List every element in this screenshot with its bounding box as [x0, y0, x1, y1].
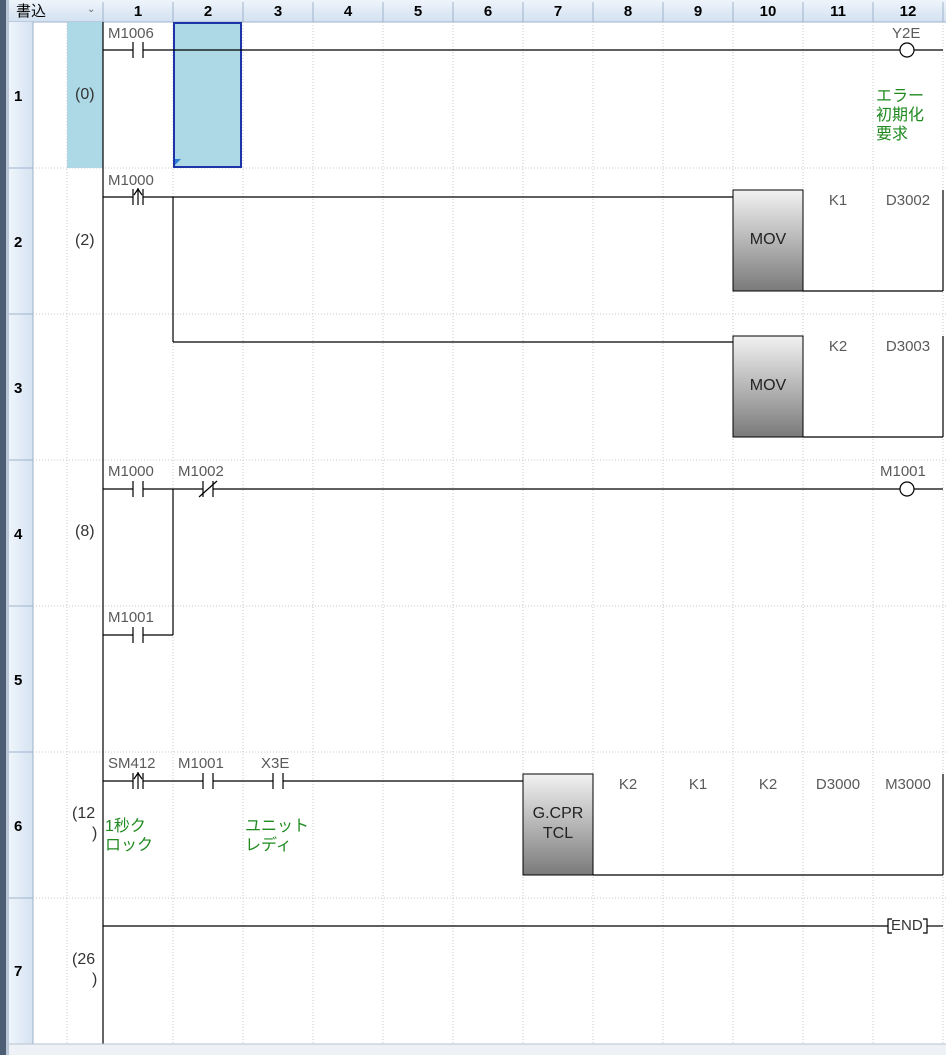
contact-x3e[interactable]: [263, 771, 295, 791]
contact-device-label: M1006: [108, 25, 154, 42]
operand-k2: K2: [758, 776, 778, 793]
contact-device-label: M1000: [108, 463, 154, 480]
row-number-3[interactable]: 3: [14, 380, 23, 397]
row-number-5[interactable]: 5: [14, 672, 23, 689]
chevron-down-icon[interactable]: ⌄: [87, 4, 96, 15]
operand-k1: K1: [688, 776, 708, 793]
row-number-4[interactable]: 4: [14, 526, 23, 543]
instruction-gcprtcl-line2[interactable]: TCL: [542, 825, 574, 842]
step-number-suffix: ): [92, 825, 98, 842]
coil-y2e[interactable]: [898, 41, 916, 59]
operand-k1: K1: [828, 192, 848, 209]
coil-comment: エラー 初期化 要求: [876, 88, 925, 143]
column-header-11: 11: [830, 3, 846, 20]
row-number-6[interactable]: 6: [14, 818, 23, 835]
contact-m1000[interactable]: [123, 479, 155, 499]
row-header-column: [9, 22, 33, 1044]
mov-box-2: [732, 335, 804, 438]
contact-m1000-rising[interactable]: [123, 187, 155, 207]
operand-d3000: D3000: [815, 776, 861, 793]
step-number: (12: [72, 805, 96, 822]
column-header-dividers: [102, 2, 944, 22]
column-header-3: 3: [273, 3, 283, 20]
ladder-wiring: [103, 42, 944, 927]
step-number: (8): [75, 523, 95, 540]
grid-lines: [33, 22, 946, 1044]
end-instruction[interactable]: END: [891, 917, 923, 934]
step-number: (0): [75, 86, 95, 103]
operand-k2: K2: [828, 338, 848, 355]
column-header-8: 8: [623, 3, 633, 20]
step-number: (26: [72, 951, 96, 968]
coil-m1001[interactable]: [898, 480, 916, 498]
contact-m1001[interactable]: [193, 771, 225, 791]
row-number-1[interactable]: 1: [14, 88, 23, 105]
column-header-1: 1: [133, 3, 143, 20]
contact-sm412-rising[interactable]: [123, 771, 155, 791]
contact-m1002-nc[interactable]: [193, 479, 225, 499]
operand-d3002: D3002: [885, 192, 931, 209]
operand-d3003: D3003: [885, 338, 931, 355]
contact-m1006[interactable]: [123, 40, 155, 60]
contact-device-label: M1001: [178, 755, 224, 772]
contact-device-label: M1002: [178, 463, 224, 480]
horizontal-scrollbar: [9, 1044, 946, 1055]
gcprtcl-box: [522, 773, 594, 876]
column-header-7: 7: [553, 3, 563, 20]
coil-device-label: Y2E: [892, 25, 921, 42]
step-number-suffix: ): [92, 971, 98, 988]
operand-m3000: M3000: [885, 776, 931, 793]
contact-comment: 1秒ク ロック: [105, 818, 154, 854]
operand-k2: K2: [618, 776, 638, 793]
contact-device-label: X3E: [261, 755, 290, 772]
step-column-highlight: [67, 22, 103, 168]
mov-box-1: [732, 189, 804, 292]
contact-device-label: M1000: [108, 172, 154, 189]
instruction-mov[interactable]: MOV: [749, 231, 787, 248]
column-header-4: 4: [343, 3, 353, 20]
instruction-mov[interactable]: MOV: [749, 377, 787, 394]
step-number: (2): [75, 232, 95, 249]
column-header-6: 6: [483, 3, 493, 20]
mode-label: 書込: [16, 3, 47, 20]
column-header-12: 12: [899, 3, 917, 20]
column-header-2: 2: [203, 3, 213, 20]
coil-device-label: M1001: [880, 463, 926, 480]
row-number-2[interactable]: 2: [14, 234, 23, 251]
column-header-10: 10: [759, 3, 777, 20]
column-header-5: 5: [413, 3, 423, 20]
contact-comment: ユニット レディ: [245, 818, 310, 854]
contact-device-label: SM412: [108, 755, 156, 772]
contact-m1001-branch[interactable]: [123, 625, 155, 645]
row-number-7[interactable]: 7: [14, 963, 23, 980]
instruction-gcprtcl[interactable]: G.CPR: [532, 805, 584, 822]
window-left-edge: [0, 0, 6, 1055]
contact-device-label: M1001: [108, 609, 154, 626]
column-header-9: 9: [693, 3, 703, 20]
selection-cursor: [173, 22, 242, 168]
